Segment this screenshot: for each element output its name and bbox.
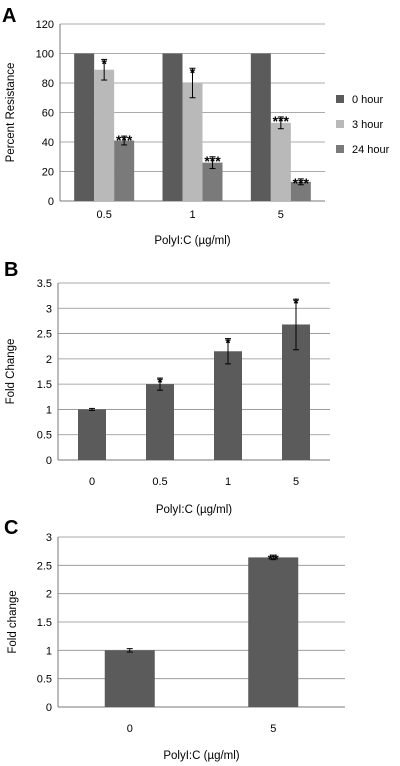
chart1-y-axis-label: Fold Change bbox=[5, 339, 17, 405]
chart1-bar bbox=[146, 384, 174, 460]
chart0-bar bbox=[162, 53, 183, 201]
chart0-legend-swatch bbox=[336, 120, 344, 128]
chart0-y-tick-label: 20 bbox=[42, 167, 54, 179]
chart0-y-tick-label: 60 bbox=[42, 108, 54, 120]
chart1-x-axis-label: PolyI:C (µg/ml) bbox=[156, 504, 232, 516]
chart0-bar bbox=[290, 181, 311, 201]
chart0-y-tick-label: 40 bbox=[42, 137, 54, 149]
chart1-x-tick-label: 0 bbox=[89, 476, 95, 488]
chart0-legend-label: 24 hour bbox=[352, 144, 390, 156]
chart1-y-tick-label: 2 bbox=[46, 354, 52, 366]
chart2-bar bbox=[104, 650, 155, 707]
chart1-y-tick-label: 3.5 bbox=[37, 278, 52, 290]
chart0-significance-label: * bbox=[101, 55, 107, 71]
panel-letter-b: B bbox=[4, 259, 18, 281]
panel-letter-a: A bbox=[2, 5, 16, 27]
chart0-bar bbox=[202, 162, 223, 201]
chart0-bar bbox=[74, 53, 95, 201]
chart1-bar bbox=[214, 351, 242, 460]
chart2-x-tick-label: 0 bbox=[127, 723, 133, 735]
chart0-y-axis-label: Percent Resistance bbox=[5, 63, 17, 163]
chart1-x-tick-label: 0.5 bbox=[152, 476, 167, 488]
chart2-y-axis-label: Fold change bbox=[7, 590, 19, 653]
chart2-y-tick-label: 2.5 bbox=[37, 560, 52, 572]
chart0-bar bbox=[250, 53, 271, 201]
chart0-legend-label: 3 hour bbox=[352, 119, 384, 131]
chart1-y-tick-label: 2.5 bbox=[37, 329, 52, 341]
chart0-bar bbox=[182, 83, 203, 201]
chart2-y-tick-label: 1.5 bbox=[37, 617, 52, 629]
chart1-significance-label: * bbox=[157, 374, 163, 390]
chart0-significance-label: *** bbox=[116, 132, 133, 148]
chart0-bar bbox=[270, 122, 291, 201]
chart0-legend-swatch bbox=[336, 95, 344, 103]
chart1-y-tick-label: 3 bbox=[46, 303, 52, 315]
chart2-y-tick-label: 1 bbox=[46, 645, 52, 657]
chart1-significance-label: * bbox=[293, 295, 299, 311]
chart0-x-tick-label: 1 bbox=[189, 209, 195, 221]
chart2-y-tick-label: 0.5 bbox=[37, 674, 52, 686]
chart1-y-tick-label: 1 bbox=[46, 404, 52, 416]
chart0-y-tick-label: 100 bbox=[36, 49, 54, 61]
chart2-x-axis-label: PolyI:C (µg/ml) bbox=[163, 750, 239, 762]
chart0-x-tick-label: 0.5 bbox=[97, 209, 112, 221]
panel-letter-c: C bbox=[4, 517, 18, 539]
chart2-y-tick-label: 2 bbox=[46, 589, 52, 601]
chart1-y-tick-label: 1.5 bbox=[37, 379, 52, 391]
chart2-bar bbox=[248, 557, 299, 707]
chart0-y-tick-label: 80 bbox=[42, 78, 54, 90]
chart0-significance-label: * bbox=[190, 64, 196, 80]
chart0-significance-label: *** bbox=[293, 175, 310, 191]
chart0-bar bbox=[94, 69, 115, 201]
chart0-legend-swatch bbox=[336, 145, 344, 153]
chart1-x-tick-label: 1 bbox=[225, 476, 231, 488]
chart2-x-tick-label: 5 bbox=[270, 723, 276, 735]
chart2-y-tick-label: 0 bbox=[46, 702, 52, 714]
chart0-x-tick-label: 5 bbox=[278, 209, 284, 221]
chart0-x-axis-label: PolyI:C (µg/ml) bbox=[154, 235, 230, 247]
chart1-significance-label: * bbox=[225, 335, 231, 351]
chart0-bar bbox=[114, 140, 135, 201]
chart2-significance-label: ** bbox=[268, 551, 279, 567]
chart2-y-tick-label: 3 bbox=[46, 532, 52, 544]
chart0-y-tick-label: 120 bbox=[36, 19, 54, 31]
chart1-y-tick-label: 0.5 bbox=[37, 430, 52, 442]
chart0-significance-label: *** bbox=[204, 153, 221, 169]
chart1-y-tick-label: 0 bbox=[46, 455, 52, 467]
chart1-bar bbox=[78, 409, 106, 460]
chart0-y-tick-label: 0 bbox=[48, 196, 54, 208]
chart0-significance-label: *** bbox=[273, 113, 290, 129]
chart1-x-tick-label: 5 bbox=[293, 476, 299, 488]
chart0-legend-label: 0 hour bbox=[352, 94, 384, 106]
